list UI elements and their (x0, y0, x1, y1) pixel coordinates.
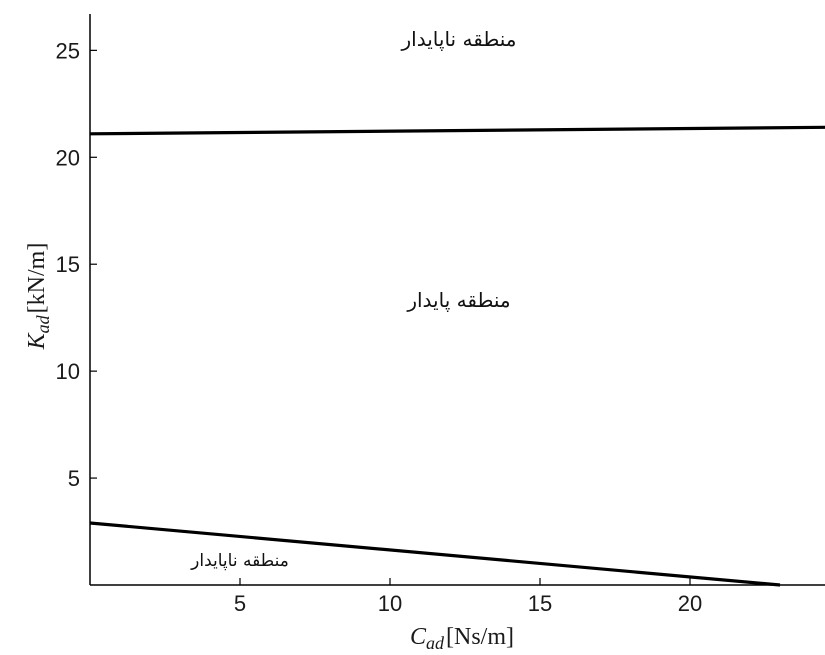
stable-region-label: منطقه پایدار (406, 288, 510, 313)
x-axis-unit: [Ns/m] (446, 624, 514, 650)
y-axis-subscript: ad (33, 314, 53, 333)
y-tick-label: 15 (56, 252, 80, 277)
x-axis-symbol: C (410, 624, 427, 650)
series-group (89, 125, 825, 587)
unstable-region-label: منطقه ناپایدار (190, 551, 289, 571)
y-tick-label: 20 (56, 145, 80, 170)
y-tick-group: 5 10 15 20 25 (56, 38, 97, 491)
x-axis-label: Cad[Ns/m] (410, 624, 514, 653)
plot-area (89, 14, 825, 586)
x-axis-subscript: ad (426, 633, 445, 653)
boundary-line-2 (89, 521, 781, 587)
y-tick-label: 10 (56, 359, 80, 384)
y-axis-symbol: K (24, 331, 50, 350)
x-tick-group: 5 10 15 20 (234, 578, 702, 616)
region-annotation-group: منطقه ناپایدار منطقه پایدار منطقه ناپایدار (190, 27, 516, 571)
y-tick-label: 25 (56, 38, 80, 63)
unstable-region-label: منطقه ناپایدار (401, 27, 517, 52)
x-tick-label: 15 (528, 591, 552, 616)
x-tick-label: 20 (678, 591, 702, 616)
y-axis-label: Kad[kN/m] (24, 243, 53, 351)
x-tick-label: 10 (378, 591, 402, 616)
x-tick-label: 5 (234, 591, 246, 616)
y-axis-unit: [kN/m] (24, 243, 50, 314)
y-tick-label: 5 (68, 466, 80, 491)
boundary-line-1 (89, 125, 825, 136)
